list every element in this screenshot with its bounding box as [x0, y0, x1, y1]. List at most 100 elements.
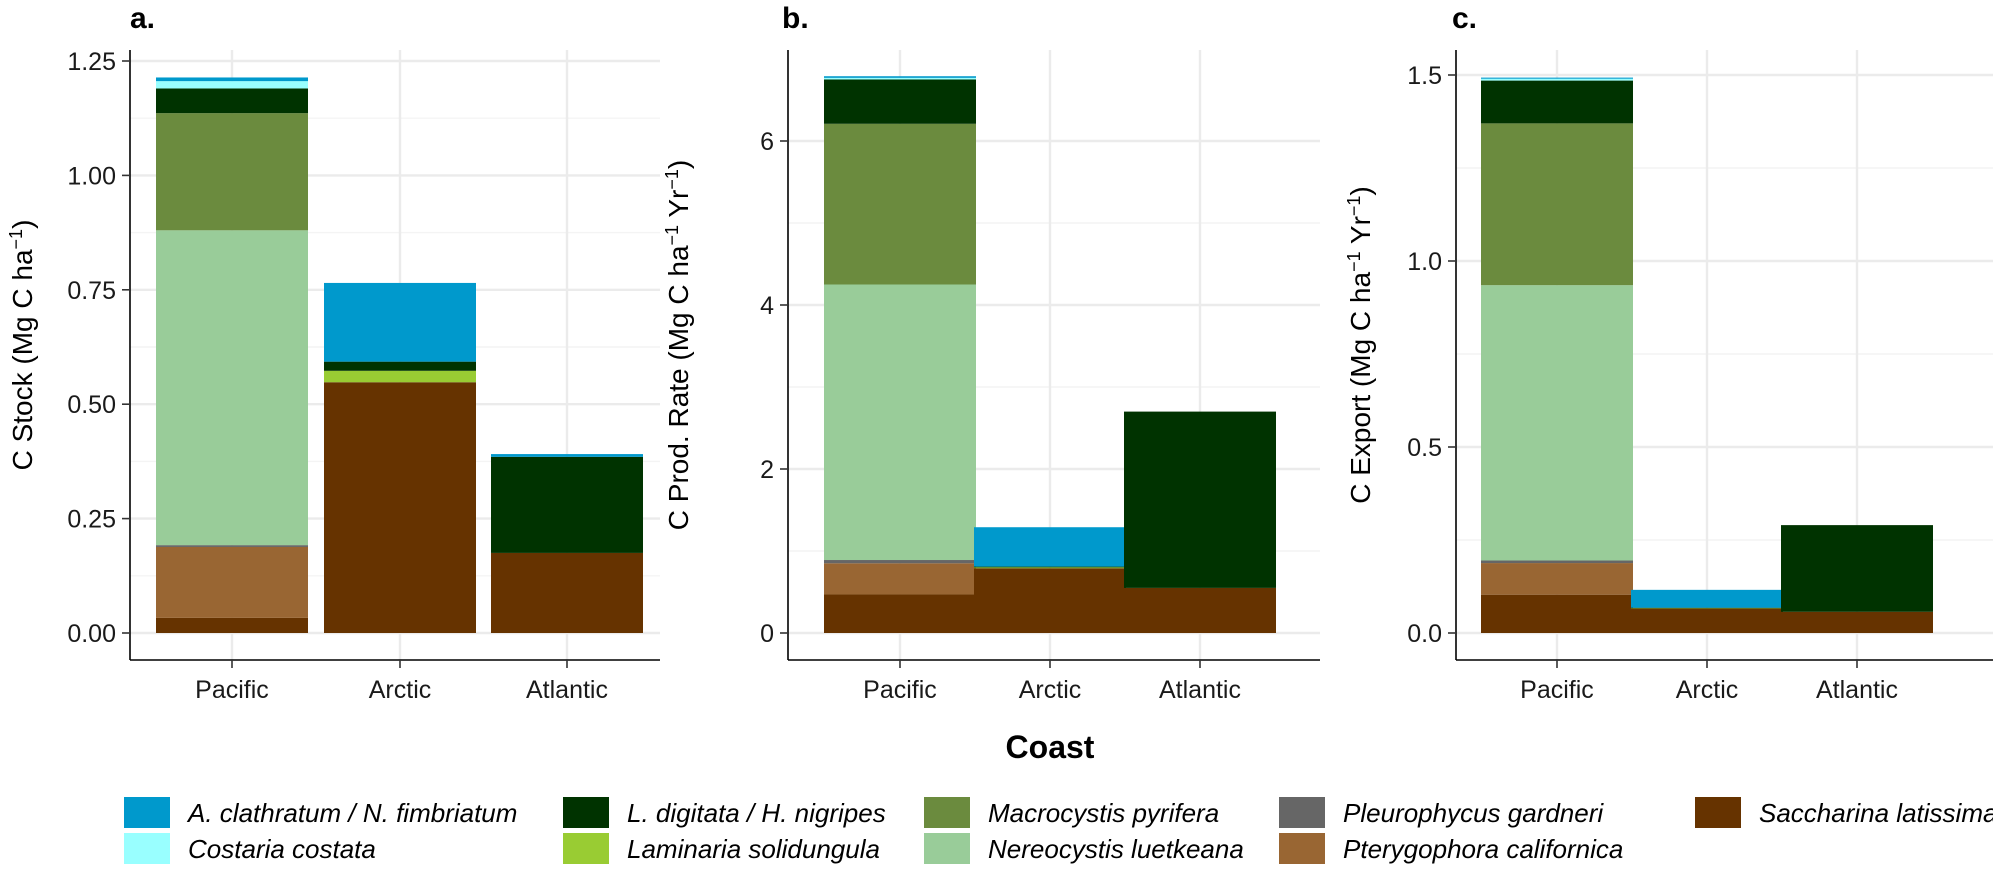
bar-segment [156, 230, 308, 546]
bar-segment [1124, 411, 1276, 588]
y-tick-label: 0.5 [1407, 434, 1442, 462]
legend-swatch [124, 797, 170, 828]
bar-segment [1481, 80, 1633, 124]
legend-swatch [124, 833, 170, 864]
y-axis-title: C Export (Mg C ha−1 Yr−1) [1344, 186, 1376, 504]
bar-segment [156, 81, 308, 89]
bar-segment [324, 382, 476, 633]
legend-item: Saccharina latissima [1695, 797, 1993, 828]
y-tick-label: 6 [760, 128, 774, 156]
legend-label: Pterygophora californica [1343, 834, 1623, 864]
y-tick-label: 0.25 [67, 506, 116, 534]
bar-segment [1631, 608, 1783, 633]
x-tick-label: Arctic [1019, 676, 1082, 704]
legend-label: A. clathratum / N. fimbriatum [186, 798, 517, 828]
y-tick-label: 0 [760, 620, 774, 648]
x-tick-label: Arctic [1676, 676, 1739, 704]
y-tick-label: 0.0 [1407, 620, 1442, 648]
bar-segment [824, 560, 976, 564]
x-tick-label: Pacific [1520, 676, 1594, 704]
legend-swatch [563, 797, 609, 828]
bar-segment [1481, 563, 1633, 595]
bar-segment [324, 361, 476, 371]
y-axis-title: C Stock (Mg C ha−1) [6, 220, 38, 471]
legend-swatch [1279, 797, 1325, 828]
legend-swatch [924, 797, 970, 828]
panel-label: a. [130, 2, 155, 35]
bar-segment [156, 113, 308, 231]
legend-item: Nereocystis luetkeana [924, 833, 1244, 864]
x-tick-label: Pacific [195, 676, 269, 704]
x-tick-label: Atlantic [1816, 676, 1898, 704]
bar-segment [1781, 525, 1933, 612]
legend: A. clathratum / N. fimbriatum Costaria co… [124, 797, 1993, 864]
x-axis-title: Coast [1006, 729, 1095, 765]
y-tick-label: 1.00 [67, 162, 116, 190]
x-tick-label: Atlantic [1159, 676, 1241, 704]
legend-item: A. clathratum / N. fimbriatum [124, 797, 517, 828]
panel-label: b. [782, 2, 809, 35]
y-tick-label: 1.25 [67, 48, 116, 76]
legend-label: Saccharina latissima [1759, 798, 1993, 828]
x-tick-label: Arctic [369, 676, 432, 704]
panel-3: 0.0 0.5 1.0 1.5 Pacific Arctic Atlantic c. C Exp… [1344, 2, 1993, 704]
bar-segment [824, 563, 976, 595]
legend-swatch [924, 833, 970, 864]
bar-segment [824, 77, 976, 80]
bar-segment [974, 568, 1126, 633]
bar-segment [491, 456, 643, 553]
legend-item: Costaria costata [124, 833, 376, 864]
y-tick-label: 4 [760, 292, 774, 320]
legend-item: Macrocystis pyrifera [924, 797, 1219, 828]
bar-segment [824, 594, 976, 633]
legend-item: L. digitata / H. nigripes [563, 797, 886, 828]
legend-label: Nereocystis luetkeana [988, 834, 1244, 864]
bar-segment [324, 282, 476, 362]
bar-segment [156, 88, 308, 114]
bar-segment [824, 284, 976, 561]
y-tick-label: 1.0 [1407, 248, 1442, 276]
legend-label: L. digitata / H. nigripes [627, 798, 886, 828]
bar-segment [491, 552, 643, 633]
bar-segment [1481, 78, 1633, 81]
bar-segment [156, 77, 308, 82]
bar-segment [156, 545, 308, 547]
legend-label: Costaria costata [188, 834, 376, 864]
bar-segment [824, 76, 976, 78]
panel-1: 0.00 0.25 0.50 0.75 1.00 1.25 Pacific Arctic Atl… [6, 2, 660, 704]
bar-segment [974, 527, 1126, 567]
bar-segment [1631, 589, 1783, 608]
y-tick-label: 1.5 [1407, 62, 1442, 90]
bar-segment [1481, 77, 1633, 79]
legend-swatch [1279, 833, 1325, 864]
legend-swatch [1695, 797, 1741, 828]
bar-segment [1481, 560, 1633, 564]
panel-2: 0 2 4 6 Pacific Arctic Atlantic b. C Prod. Rate … [662, 2, 1320, 704]
bar-segment [156, 546, 308, 618]
legend-label: Laminaria solidungula [627, 834, 880, 864]
bar-segment [974, 567, 1126, 569]
bar-segment [1631, 608, 1783, 609]
y-tick-label: 0.75 [67, 277, 116, 305]
y-tick-label: 0.00 [67, 620, 116, 648]
bar-segment [824, 79, 976, 124]
x-tick-label: Pacific [863, 676, 937, 704]
legend-item: Laminaria solidungula [563, 833, 880, 864]
legend-label: Pleurophycus gardneri [1343, 798, 1604, 828]
bar-segment [1631, 607, 1783, 609]
bar-segment [824, 123, 976, 285]
bar-segment [1481, 285, 1633, 561]
bar-segment [324, 370, 476, 383]
x-tick-label: Atlantic [526, 676, 608, 704]
y-tick-label: 0.50 [67, 391, 116, 419]
legend-item: Pterygophora californica [1279, 833, 1623, 864]
y-axis-title: C Prod. Rate (Mg C ha−1 Yr−1) [662, 160, 694, 530]
bar-segment [1481, 123, 1633, 286]
legend-swatch [563, 833, 609, 864]
bar-segment [1481, 594, 1633, 633]
legend-item: Pleurophycus gardneri [1279, 797, 1604, 828]
y-tick-label: 2 [760, 456, 774, 484]
bar-segment [974, 566, 1126, 568]
legend-label: Macrocystis pyrifera [988, 798, 1219, 828]
